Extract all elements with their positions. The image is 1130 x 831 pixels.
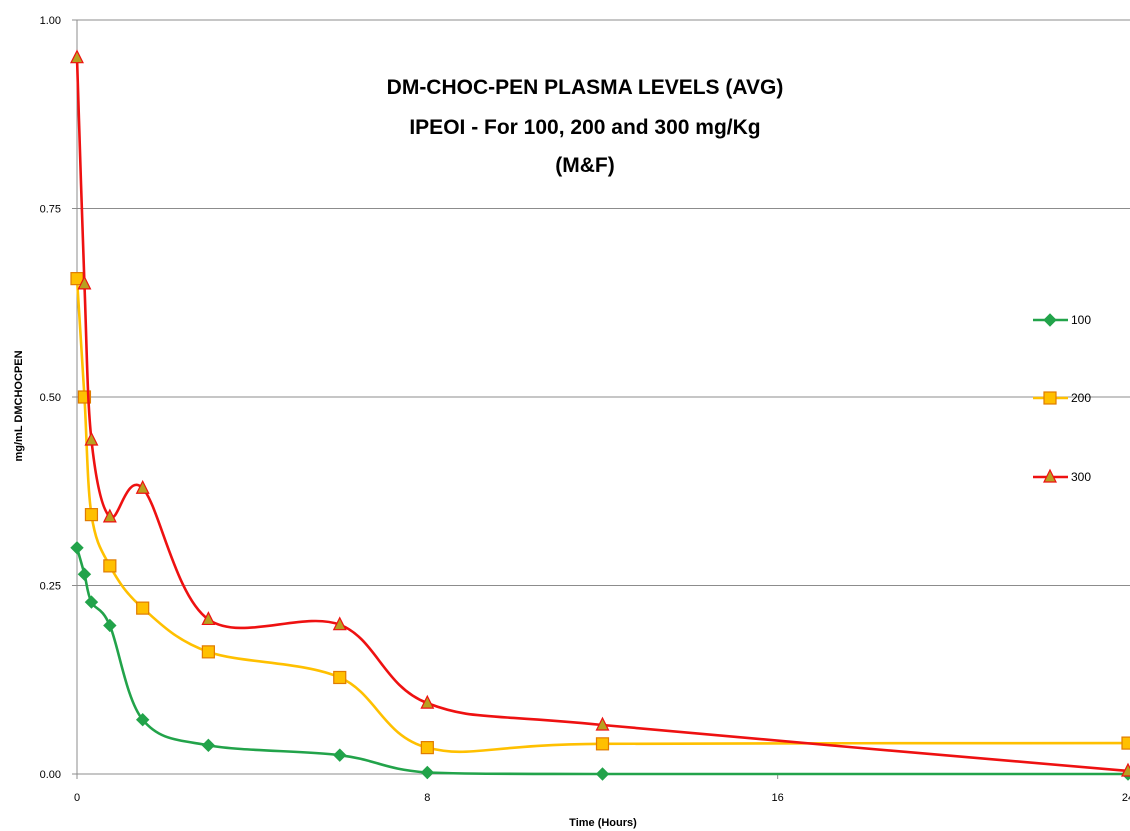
legend-entry-100: 100 xyxy=(1033,313,1091,327)
legend-label: 100 xyxy=(1071,313,1091,327)
series-300 xyxy=(70,49,1130,777)
data-point-300 xyxy=(77,275,92,290)
series-line-200 xyxy=(75,278,1129,754)
data-point-200 xyxy=(420,741,434,755)
y-tick-label: 0.25 xyxy=(40,581,61,593)
data-point-300 xyxy=(102,508,117,523)
data-point-200 xyxy=(103,559,117,573)
data-point-100 xyxy=(201,738,216,753)
legend-label: 300 xyxy=(1071,470,1091,484)
y-tick-label: 0.50 xyxy=(40,392,61,404)
x-tick-label: 16 xyxy=(772,792,784,804)
data-point-200 xyxy=(84,508,99,522)
data-point-100 xyxy=(595,767,610,781)
data-point-300 xyxy=(70,49,84,64)
legend-entry-300: 300 xyxy=(1033,468,1091,484)
y-tick-label: 0.75 xyxy=(40,204,61,216)
x-axis-title: Time (Hours) xyxy=(569,817,637,829)
data-point-100 xyxy=(70,541,84,555)
series-group xyxy=(70,49,1130,781)
data-point-100 xyxy=(103,618,117,633)
legend-label: 200 xyxy=(1071,391,1091,405)
x-tick-label: 24 xyxy=(1122,792,1130,804)
data-point-100 xyxy=(135,713,150,727)
y-tick-labels: 0.00 0.25 0.50 0.75 1.00 xyxy=(40,15,77,781)
data-point-100 xyxy=(333,748,347,762)
data-point-300 xyxy=(420,694,435,709)
data-point-300 xyxy=(332,616,347,631)
data-point-300 xyxy=(595,716,610,731)
y-axis-title: mg/mL DMCHOCPEN xyxy=(13,350,25,461)
data-point-100 xyxy=(84,595,99,609)
legend-swatch-marker xyxy=(1043,391,1057,405)
y-tick-label: 1.00 xyxy=(40,15,61,27)
legend: 100 200 300 xyxy=(1033,313,1091,484)
series-100 xyxy=(70,541,1130,781)
chart-title: DM-CHOC-PEN PLASMA LEVELS (AVG) IPEOI - … xyxy=(387,76,784,177)
data-point-200 xyxy=(201,645,215,659)
data-point-300 xyxy=(1121,762,1130,777)
data-point-300 xyxy=(84,431,99,446)
legend-swatch-marker xyxy=(1043,468,1057,483)
data-point-100 xyxy=(420,765,435,780)
data-point-100 xyxy=(77,567,92,581)
legend-entry-200: 200 xyxy=(1033,391,1091,405)
data-point-300 xyxy=(201,611,216,626)
chart-title-line-3: (M&F) xyxy=(555,154,614,177)
legend-swatch-marker xyxy=(1043,313,1057,327)
chart-title-line-2: IPEOI - For 100, 200 and 300 mg/Kg xyxy=(409,116,760,139)
data-point-200 xyxy=(333,670,347,685)
chart-title-line-1: DM-CHOC-PEN PLASMA LEVELS (AVG) xyxy=(387,76,784,99)
y-tick-label: 0.00 xyxy=(40,769,61,781)
gridlines xyxy=(77,19,1130,586)
series-200 xyxy=(70,272,1130,755)
data-point-200 xyxy=(136,601,150,615)
x-tick-label: 8 xyxy=(424,792,430,804)
data-point-200 xyxy=(1121,736,1130,750)
data-point-300 xyxy=(135,479,150,494)
data-point-200 xyxy=(595,737,610,751)
x-tick-label: 0 xyxy=(74,792,80,804)
